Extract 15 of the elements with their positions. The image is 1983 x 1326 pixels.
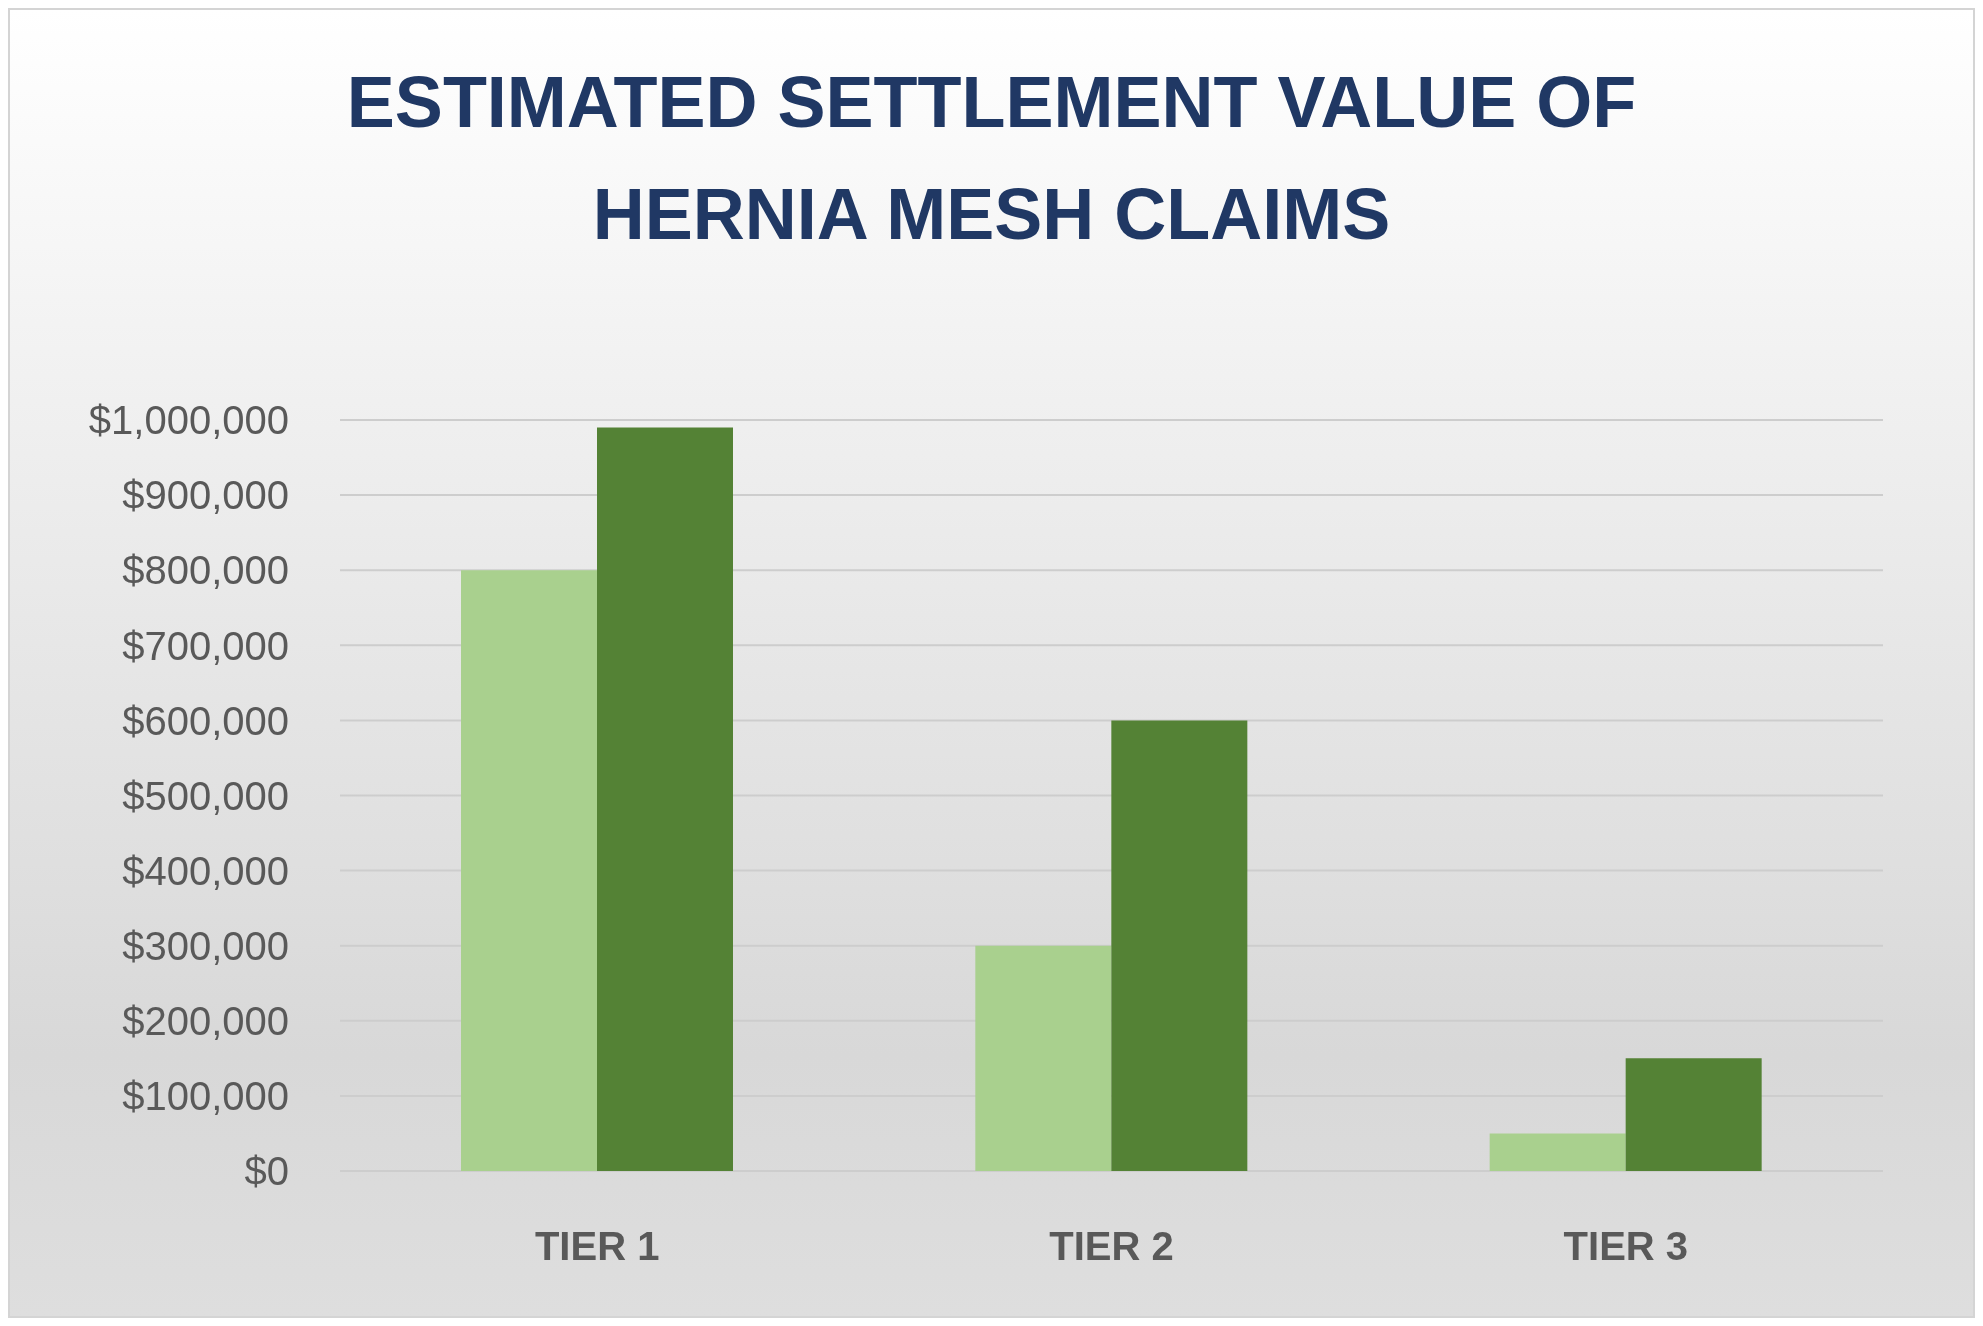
y-tick-label: $600,000 <box>122 698 289 743</box>
x-tick-label: TIER 1 <box>534 1224 660 1269</box>
y-tick-label: $300,000 <box>122 923 289 968</box>
y-tick-label: $200,000 <box>122 999 289 1043</box>
y-tick-label: $0 <box>244 1149 289 1194</box>
y-tick-label: $400,000 <box>122 848 289 893</box>
y-tick-label: $900,000 <box>122 473 289 518</box>
chart-title: ESTIMATED SETTLEMENT VALUE OF HERNIA MESH CLAIMS <box>345 61 1638 256</box>
y-tick-label: $500,000 <box>122 773 289 818</box>
y-tick-label: $800,000 <box>122 548 289 593</box>
y-tick-label: $1,000,000 <box>88 398 289 443</box>
y-tick-label: $100,000 <box>122 1074 289 1119</box>
x-tick-label: TIER 2 <box>1049 1224 1174 1269</box>
x-tick-label: TIER 3 <box>1563 1224 1689 1269</box>
y-tick-label: $700,000 <box>122 623 289 668</box>
